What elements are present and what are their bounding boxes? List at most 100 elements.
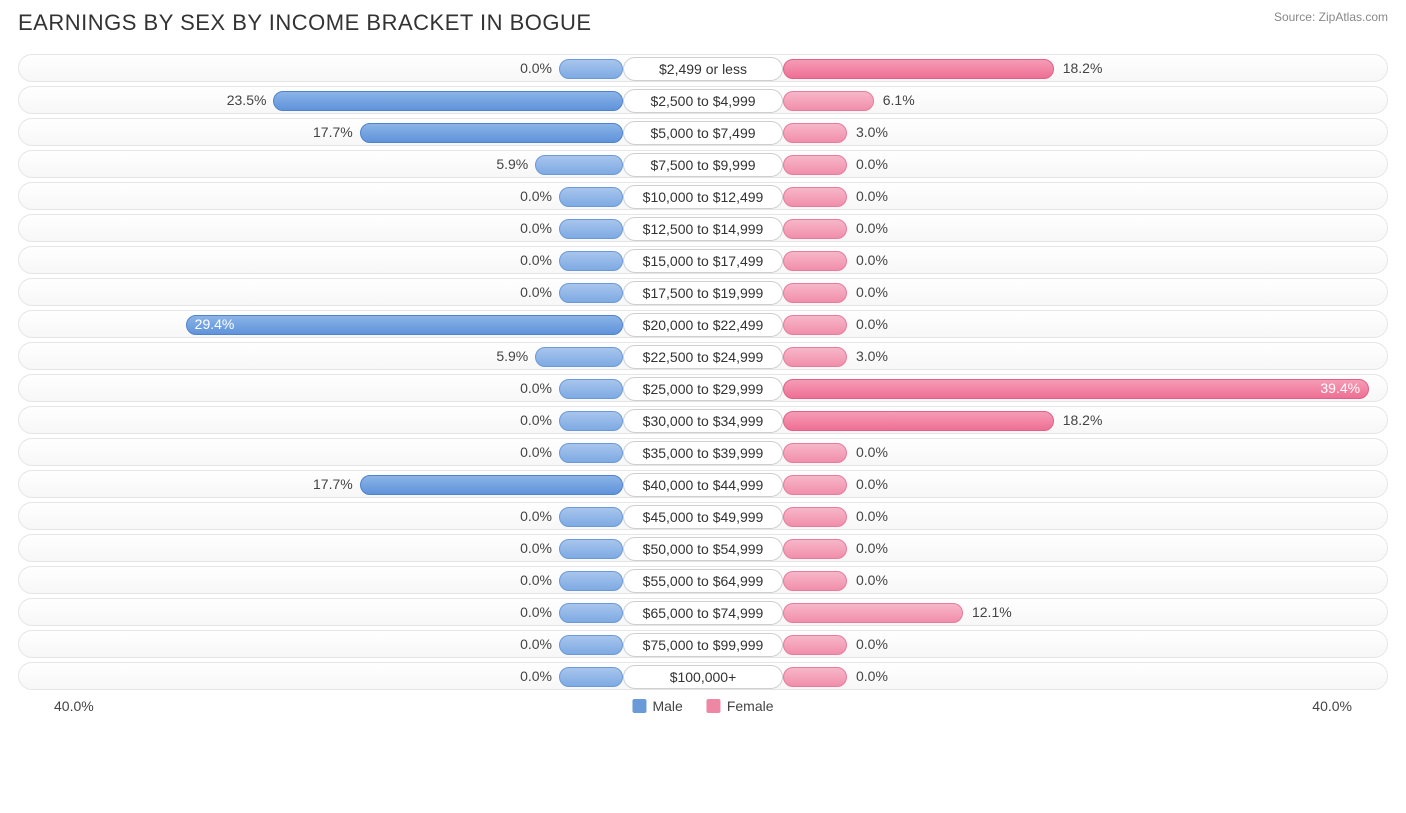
female-bar (783, 187, 847, 207)
chart-row: $100,000+0.0%0.0% (18, 662, 1388, 690)
bracket-label: $12,500 to $14,999 (623, 217, 783, 241)
chart-row: $2,499 or less 0.0% 18.2% (18, 54, 1388, 82)
bracket-label: $35,000 to $39,999 (623, 441, 783, 465)
row-background: $35,000 to $39,999 0.0% 0.0% (18, 438, 1388, 466)
male-pct-label: 5.9% (496, 156, 528, 172)
male-pct-label: 0.0% (520, 284, 552, 300)
bracket-label: $15,000 to $17,499 (623, 249, 783, 273)
female-pct-label: 6.1% (883, 92, 915, 108)
chart-row: $65,000 to $74,9990.0%12.1% (18, 598, 1388, 626)
female-pct-label: 0.0% (856, 284, 888, 300)
female-bar (783, 59, 1054, 79)
female-pct-label: 18.2% (1063, 60, 1103, 76)
chart-row: $15,000 to $17,4990.0%0.0% (18, 246, 1388, 274)
bracket-label: $40,000 to $44,999 (623, 473, 783, 497)
male-bar (273, 91, 623, 111)
axis-max-left: 40.0% (54, 698, 94, 714)
male-bar (559, 635, 623, 655)
axis-max-right: 40.0% (1312, 698, 1352, 714)
row-background: $55,000 to $64,999 0.0% 0.0% (18, 566, 1388, 594)
row-background: $65,000 to $74,9990.0%12.1% (18, 598, 1388, 626)
male-bar (559, 443, 623, 463)
bracket-label: $25,000 to $29,999 (623, 377, 783, 401)
female-pct-label: 39.4% (1320, 380, 1360, 396)
chart-row: $22,500 to $24,9995.9%3.0% (18, 342, 1388, 370)
bracket-label: $2,500 to $4,999 (623, 89, 783, 113)
female-bar (783, 123, 847, 143)
female-pct-label: 3.0% (856, 348, 888, 364)
row-background: $45,000 to $49,9990.0%0.0% (18, 502, 1388, 530)
female-pct-label: 18.2% (1063, 412, 1103, 428)
female-pct-label: 0.0% (856, 636, 888, 652)
male-bar (559, 59, 623, 79)
bracket-label: $50,000 to $54,999 (623, 537, 783, 561)
female-pct-label: 0.0% (856, 476, 888, 492)
male-pct-label: 0.0% (520, 188, 552, 204)
row-background: $20,000 to $22,49929.4%0.0% (18, 310, 1388, 338)
female-bar (783, 379, 1369, 399)
row-background: $2,499 or less 0.0% 18.2% (18, 54, 1388, 82)
bracket-label: $5,000 to $7,499 (623, 121, 783, 145)
male-bar (559, 411, 623, 431)
female-bar (783, 507, 847, 527)
chart-row: $45,000 to $49,9990.0%0.0% (18, 502, 1388, 530)
male-pct-label: 5.9% (496, 348, 528, 364)
female-bar (783, 443, 847, 463)
male-pct-label: 0.0% (520, 508, 552, 524)
female-pct-label: 0.0% (856, 668, 888, 684)
female-bar (783, 475, 847, 495)
male-pct-label: 23.5% (227, 92, 267, 108)
male-pct-label: 0.0% (520, 60, 552, 76)
bracket-label: $10,000 to $12,499 (623, 185, 783, 209)
female-bar (783, 411, 1054, 431)
female-pct-label: 0.0% (856, 540, 888, 556)
bracket-label: $65,000 to $74,999 (623, 601, 783, 625)
bracket-label: $17,500 to $19,999 (623, 281, 783, 305)
source-label: Source: ZipAtlas.com (1274, 10, 1388, 24)
male-pct-label: 0.0% (520, 572, 552, 588)
female-bar (783, 635, 847, 655)
female-pct-label: 0.0% (856, 444, 888, 460)
bracket-label: $2,499 or less (623, 57, 783, 81)
male-bar (360, 123, 623, 143)
male-bar (360, 475, 623, 495)
male-pct-label: 0.0% (520, 220, 552, 236)
female-bar (783, 251, 847, 271)
legend-male-label: Male (652, 698, 682, 714)
chart-row: $12,500 to $14,9990.0%0.0% (18, 214, 1388, 242)
male-pct-label: 0.0% (520, 540, 552, 556)
female-pct-label: 12.1% (972, 604, 1012, 620)
row-background: $12,500 to $14,9990.0%0.0% (18, 214, 1388, 242)
row-background: $30,000 to $34,9990.0%18.2% (18, 406, 1388, 434)
male-pct-label: 0.0% (520, 444, 552, 460)
chart-footer: 40.0% Male Female 40.0% (18, 698, 1388, 724)
male-pct-label: 17.7% (313, 124, 353, 140)
chart-row: $17,500 to $19,999 0.0% 0.0% (18, 278, 1388, 306)
bracket-label: $45,000 to $49,999 (623, 505, 783, 529)
row-background: $10,000 to $12,499 0.0% 0.0% (18, 182, 1388, 210)
male-bar (559, 507, 623, 527)
chart-title: EARNINGS BY SEX BY INCOME BRACKET IN BOG… (18, 10, 592, 36)
male-pct-label: 29.4% (195, 316, 235, 332)
female-pct-label: 0.0% (856, 188, 888, 204)
chart-row: $30,000 to $34,9990.0%18.2% (18, 406, 1388, 434)
bracket-label: $55,000 to $64,999 (623, 569, 783, 593)
row-background: $7,500 to $9,9995.9%0.0% (18, 150, 1388, 178)
female-pct-label: 0.0% (856, 316, 888, 332)
female-pct-label: 0.0% (856, 572, 888, 588)
female-bar (783, 315, 847, 335)
chart-row: $25,000 to $29,9990.0%39.4% (18, 374, 1388, 402)
bracket-label: $100,000+ (623, 665, 783, 689)
row-background: $50,000 to $54,999 0.0% 0.0% (18, 534, 1388, 562)
row-background: $2,500 to $4,999 23.5% 6.1% (18, 86, 1388, 114)
female-pct-label: 0.0% (856, 156, 888, 172)
male-pct-label: 17.7% (313, 476, 353, 492)
male-bar (559, 379, 623, 399)
row-background: $75,000 to $99,9990.0%0.0% (18, 630, 1388, 658)
row-background: $100,000+0.0%0.0% (18, 662, 1388, 690)
chart-row: $7,500 to $9,9995.9%0.0% (18, 150, 1388, 178)
male-swatch-icon (632, 699, 646, 713)
legend-male: Male (632, 698, 682, 714)
chart-row: $40,000 to $44,999 17.7% 0.0% (18, 470, 1388, 498)
male-bar (186, 315, 623, 335)
